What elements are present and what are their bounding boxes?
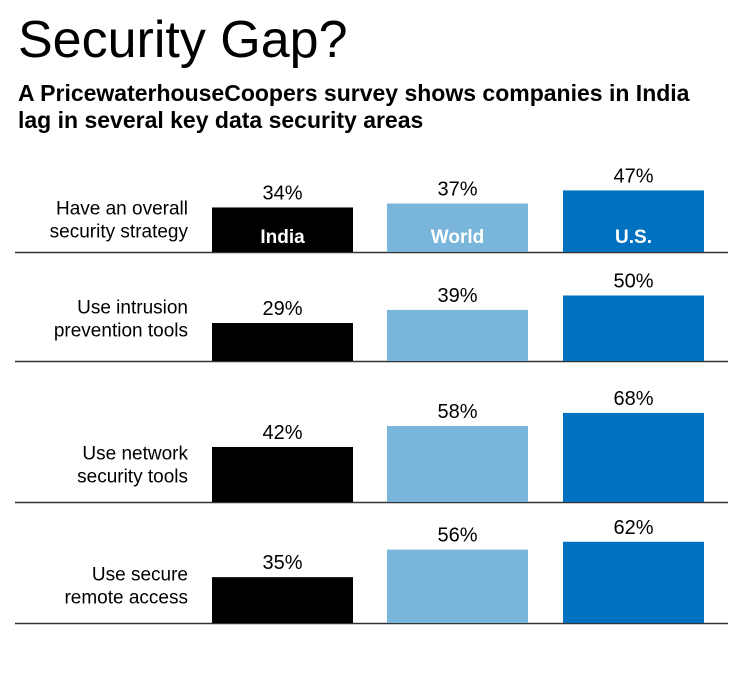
data-label: 68% (613, 388, 653, 410)
bar-india (212, 207, 353, 252)
data-label: 42% (262, 422, 302, 444)
bar-world (387, 309, 528, 361)
category-label: prevention tools (54, 321, 188, 342)
bar-india (212, 323, 353, 361)
category-label: security strategy (50, 222, 189, 243)
series-label: U.S. (615, 227, 652, 248)
chart-title: Security Gap? (18, 11, 348, 69)
data-label: 35% (262, 552, 302, 574)
category-label: security tools (77, 467, 188, 488)
bar-india (212, 577, 353, 623)
category-label: remote access (64, 588, 188, 609)
bar-world (387, 549, 528, 623)
bar-us (563, 190, 704, 252)
bar-world (387, 203, 528, 252)
data-label: 58% (437, 401, 477, 423)
bar-india (212, 446, 353, 502)
data-label: 29% (262, 298, 302, 320)
data-label: 62% (613, 517, 653, 539)
bar-us (563, 412, 704, 502)
bar-us (563, 541, 704, 623)
bar-world (387, 426, 528, 502)
data-label: 39% (437, 285, 477, 307)
data-label: 56% (437, 525, 477, 547)
category-label: Have an overall (56, 199, 188, 220)
data-label: 47% (613, 165, 653, 187)
data-label: 37% (437, 179, 477, 201)
data-label: 50% (613, 271, 653, 293)
category-label: Use secure (92, 565, 188, 586)
series-label: World (431, 227, 484, 248)
chart-subtitle: A PricewaterhouseCoopers survey shows co… (18, 80, 690, 133)
category-label: Use intrusion (77, 298, 188, 319)
data-label: 34% (262, 182, 302, 204)
category-label: Use network (82, 444, 188, 465)
bar-us (563, 295, 704, 361)
series-label: India (260, 227, 305, 248)
